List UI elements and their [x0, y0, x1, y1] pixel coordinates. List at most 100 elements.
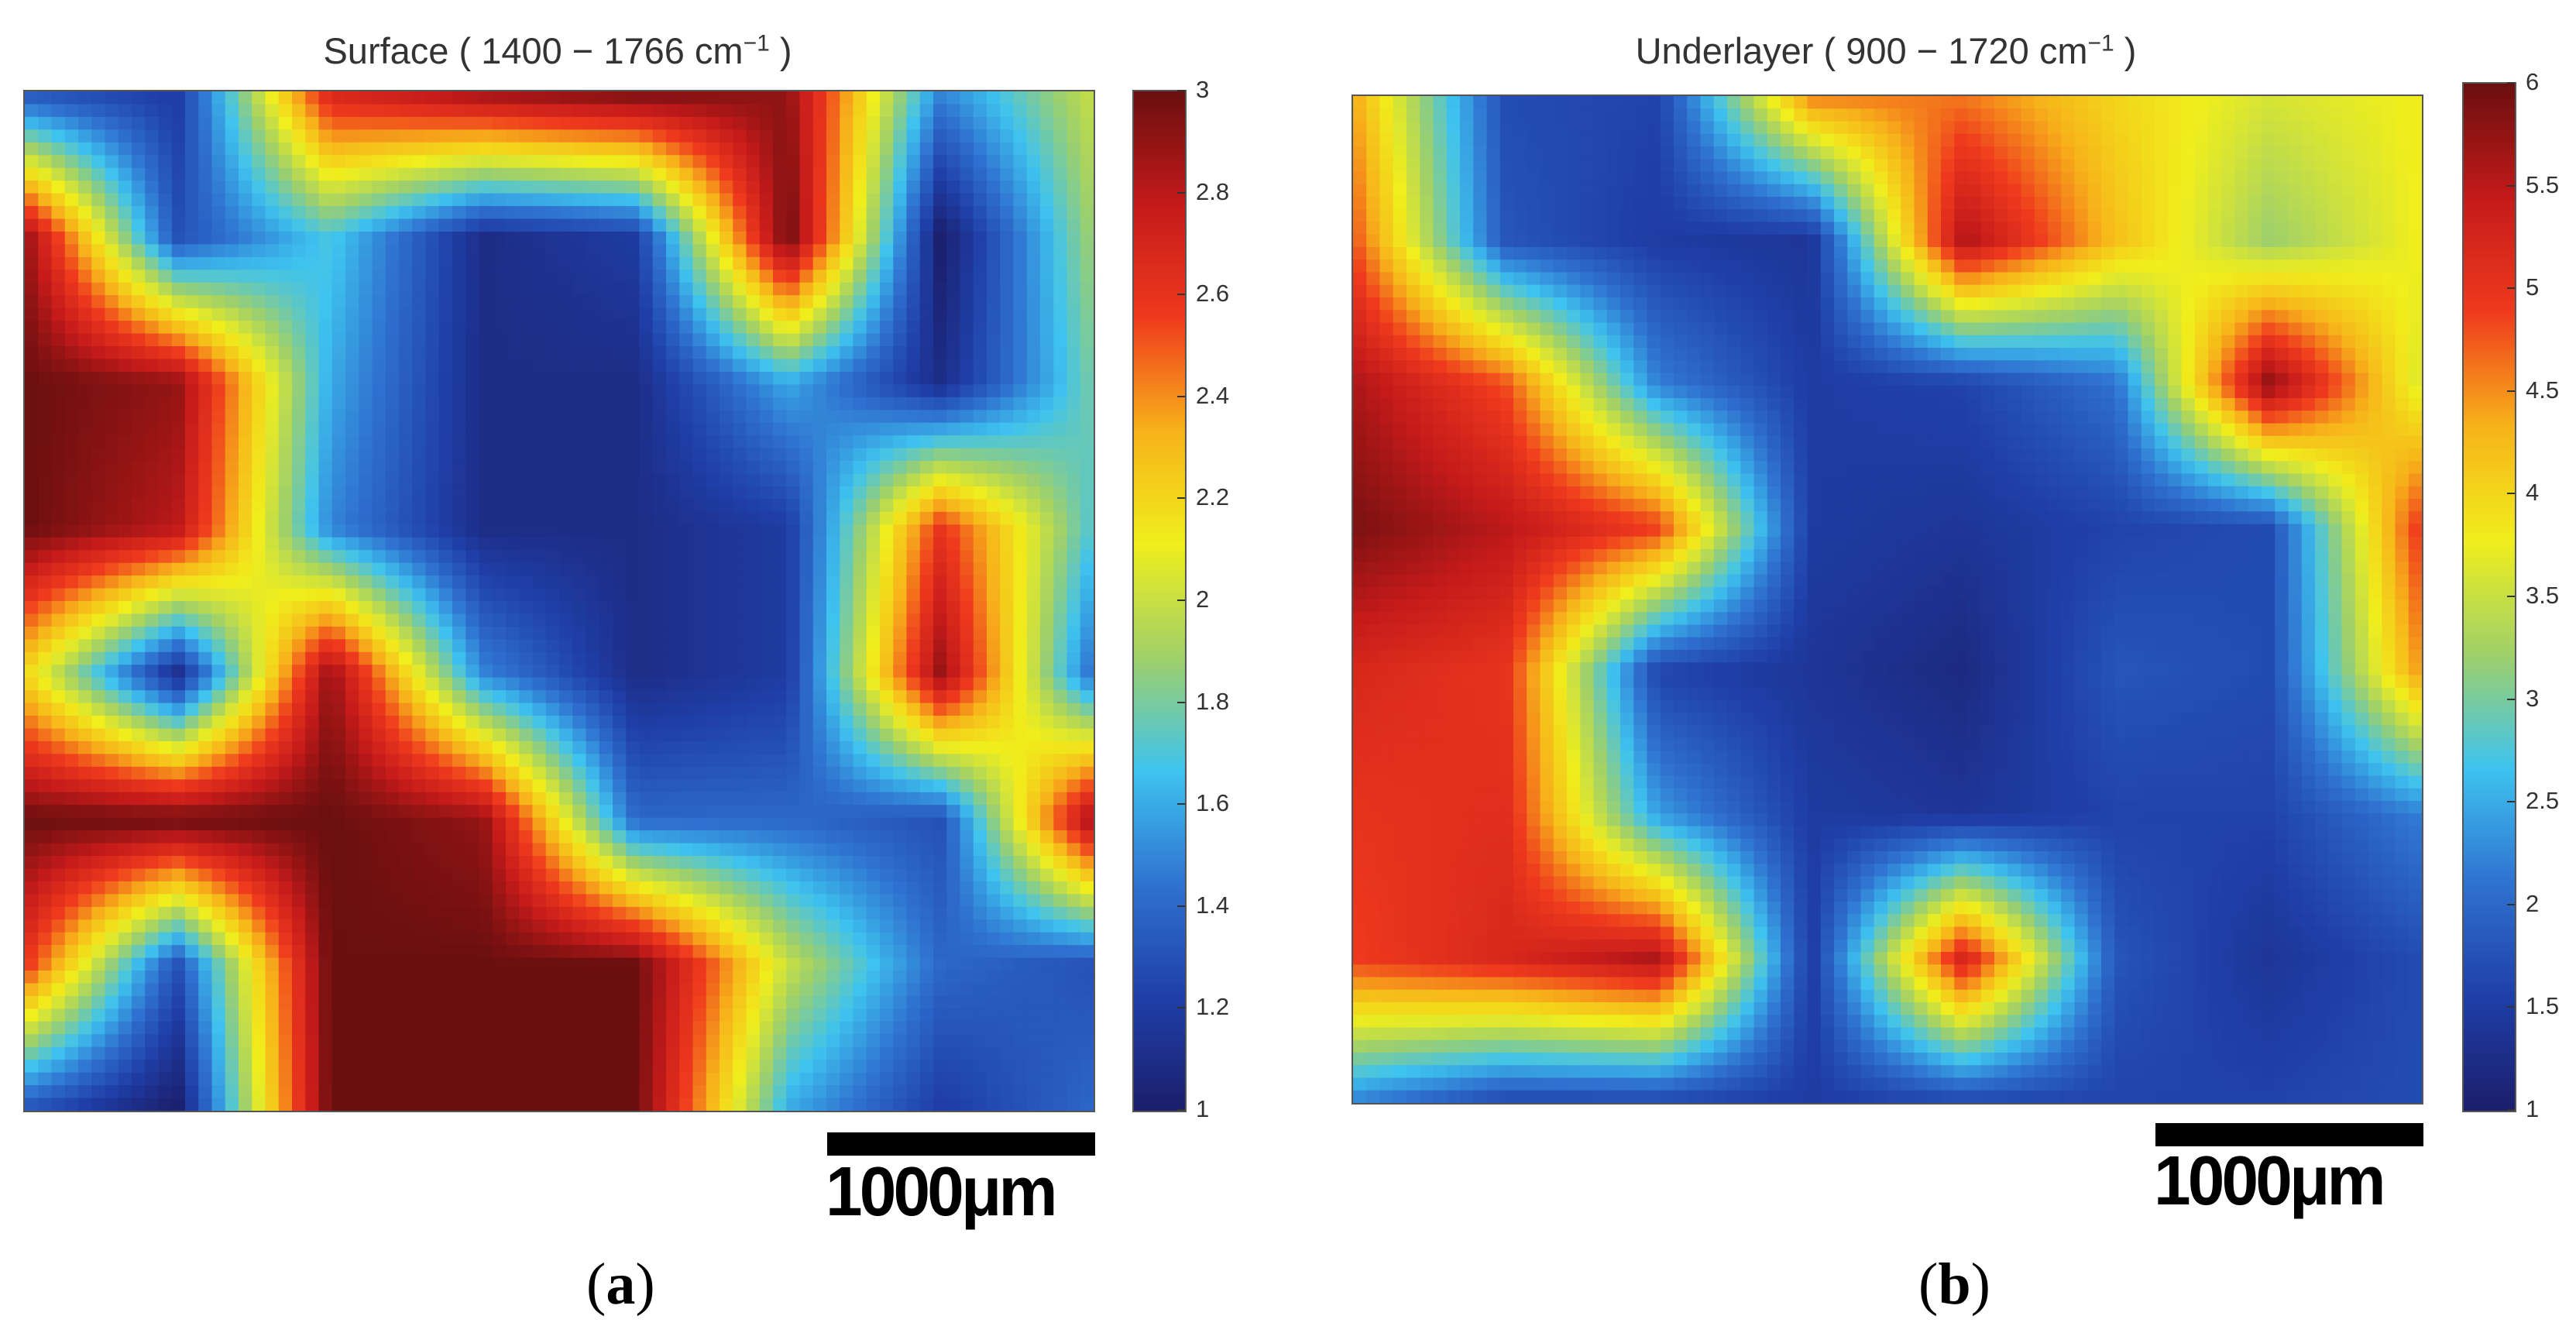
heatmap-a-cell: [1026, 218, 1041, 232]
heatmap-a-cell: [786, 244, 801, 258]
heatmap-a-cell: [318, 601, 333, 615]
heatmap-a-cell: [278, 499, 293, 513]
heatmap-a-cell: [545, 384, 560, 398]
heatmap-a-cell: [38, 499, 53, 513]
heatmap-a-cell: [225, 792, 239, 806]
heatmap-a-cell: [465, 129, 480, 143]
heatmap-a-cell: [465, 881, 480, 895]
heatmap-a-cell: [532, 690, 547, 704]
heatmap-a-cell: [78, 155, 92, 169]
heatmap-a-cell: [1080, 843, 1094, 857]
heatmap-a-cell: [1013, 256, 1028, 270]
heatmap-a-cell: [679, 613, 694, 627]
heatmap-a-cell: [64, 575, 79, 589]
heatmap-a-cell: [64, 461, 79, 475]
heatmap-a-cell: [239, 601, 252, 615]
heatmap-a-cell: [105, 435, 119, 449]
heatmap-a-cell: [145, 448, 160, 462]
heatmap-a-cell: [987, 766, 1001, 780]
heatmap-a-cell: [759, 562, 774, 576]
heatmap-a-cell: [51, 792, 66, 806]
heatmap-a-cell: [399, 295, 413, 309]
heatmap-a-cell: [305, 397, 320, 411]
heatmap-a-cell: [599, 677, 613, 691]
heatmap-a-cell: [158, 766, 173, 780]
heatmap-a-cell: [278, 550, 293, 564]
heatmap-a-cell: [987, 805, 1001, 819]
heatmap-a-cell: [933, 307, 947, 321]
heatmap-a-cell: [692, 766, 707, 780]
heatmap-a-cell: [893, 473, 908, 487]
heatmap-a-cell: [987, 651, 1001, 665]
heatmap-a-cell: [545, 410, 560, 424]
heatmap-a-cell: [305, 346, 320, 360]
heatmap-a-cell: [158, 129, 173, 143]
heatmap-a-cell: [118, 868, 132, 882]
heatmap-a-cell: [185, 703, 199, 716]
heatmap-a-cell: [171, 588, 186, 602]
heatmap-a-cell: [987, 193, 1001, 207]
heatmap-a-cell: [626, 728, 641, 742]
heatmap-a-cell: [305, 665, 320, 679]
heatmap-a-cell: [599, 295, 613, 309]
heatmap-a-cell: [906, 435, 921, 449]
heatmap-a-cell: [826, 665, 840, 679]
heatmap-a-cell: [1053, 142, 1068, 156]
heatmap-a-cell: [692, 588, 707, 602]
heatmap-a-cell: [613, 256, 627, 270]
heatmap-a-cell: [25, 244, 39, 258]
heatmap-a-cell: [773, 384, 787, 398]
heatmap-a-cell: [506, 601, 520, 615]
heatmap-a-cell: [706, 716, 720, 730]
heatmap-a-cell: [292, 270, 306, 283]
heatmap-a-cell: [666, 499, 680, 513]
heatmap-a-cell: [773, 295, 787, 309]
heatmap-a-cell: [773, 116, 787, 130]
heatmap-a-cell: [773, 167, 787, 181]
heatmap-a-cell: [345, 550, 359, 564]
heatmap-a-cell: [452, 550, 466, 564]
heatmap-a-cell: [171, 728, 186, 742]
heatmap-a-cell: [465, 295, 480, 309]
heatmap-a-cell: [720, 321, 733, 335]
heatmap-a-cell: [412, 524, 427, 538]
heatmap-a-cell: [826, 562, 840, 576]
heatmap-a-cell: [733, 690, 747, 704]
heatmap-a-cell: [225, 206, 239, 220]
heatmap-a-cell: [305, 321, 320, 335]
heatmap-a-cell: [118, 155, 132, 169]
heatmap-a-cell: [305, 244, 320, 258]
heatmap-a-cell: [960, 524, 974, 538]
heatmap-a-cell: [492, 677, 507, 691]
heatmap-a-cell: [1000, 537, 1015, 551]
heatmap-a-cell: [265, 830, 280, 844]
heatmap-a-cell: [545, 779, 560, 793]
heatmap-a-cell: [479, 524, 493, 538]
heatmap-a-cell: [919, 218, 934, 232]
heatmap-a-cell: [599, 448, 613, 462]
heatmap-a-cell: [1026, 728, 1041, 742]
heatmap-a-cell: [91, 486, 106, 500]
heatmap-a-cell: [292, 868, 306, 882]
heatmap-a-cell: [706, 129, 720, 143]
heatmap-a-cell: [64, 626, 79, 640]
heatmap-a-cell: [359, 639, 373, 653]
heatmap-a-cell: [973, 270, 987, 283]
heatmap-a-cell: [559, 690, 573, 704]
heatmap-a-cell: [425, 384, 440, 398]
heatmap-a-cell: [973, 499, 987, 513]
heatmap-a-cell: [506, 129, 520, 143]
heatmap-a-cell: [586, 473, 600, 487]
heatmap-a-cell: [1000, 256, 1015, 270]
heatmap-a-cell: [720, 410, 733, 424]
heatmap-a-cell: [786, 868, 801, 882]
heatmap-a-cell: [532, 155, 547, 169]
heatmap-a-cell: [652, 333, 667, 347]
heatmap-a-cell: [733, 575, 747, 589]
heatmap-a-cell: [305, 486, 320, 500]
heatmap-a-cell: [692, 270, 707, 283]
heatmap-a-cell: [452, 613, 466, 627]
heatmap-a-cell: [906, 499, 921, 513]
heatmap-a-cell: [759, 256, 774, 270]
heatmap-a-cell: [38, 613, 53, 627]
